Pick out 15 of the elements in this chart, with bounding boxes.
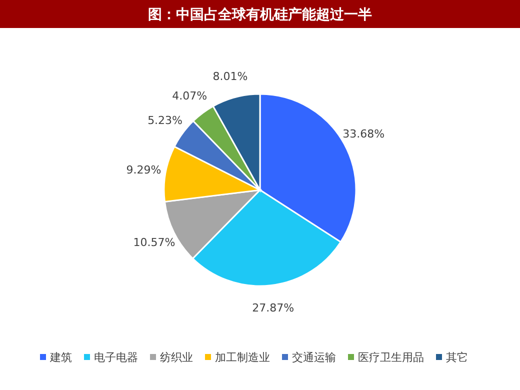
data-label: 27.87% — [252, 301, 294, 314]
data-label: 10.57% — [133, 236, 176, 250]
legend-label: 建筑 — [49, 351, 72, 364]
legend-label: 医疗卫生用品 — [358, 351, 424, 364]
legend-label: 其它 — [446, 351, 468, 364]
data-label: 8.01% — [212, 70, 248, 83]
data-label: 4.07% — [172, 89, 208, 102]
data-label: 9.29% — [126, 164, 162, 177]
legend-label: 纺织业 — [160, 351, 193, 364]
chart-title: 图：中国占全球有机硅产能超过一半 — [148, 6, 372, 23]
data-label: 33.68% — [342, 128, 385, 141]
legend-label: 电子电器 — [94, 351, 138, 364]
legend-label: 加工制造业 — [215, 351, 270, 364]
legend-label: 交通运输 — [292, 351, 336, 364]
data-label: 5.23% — [148, 114, 183, 127]
